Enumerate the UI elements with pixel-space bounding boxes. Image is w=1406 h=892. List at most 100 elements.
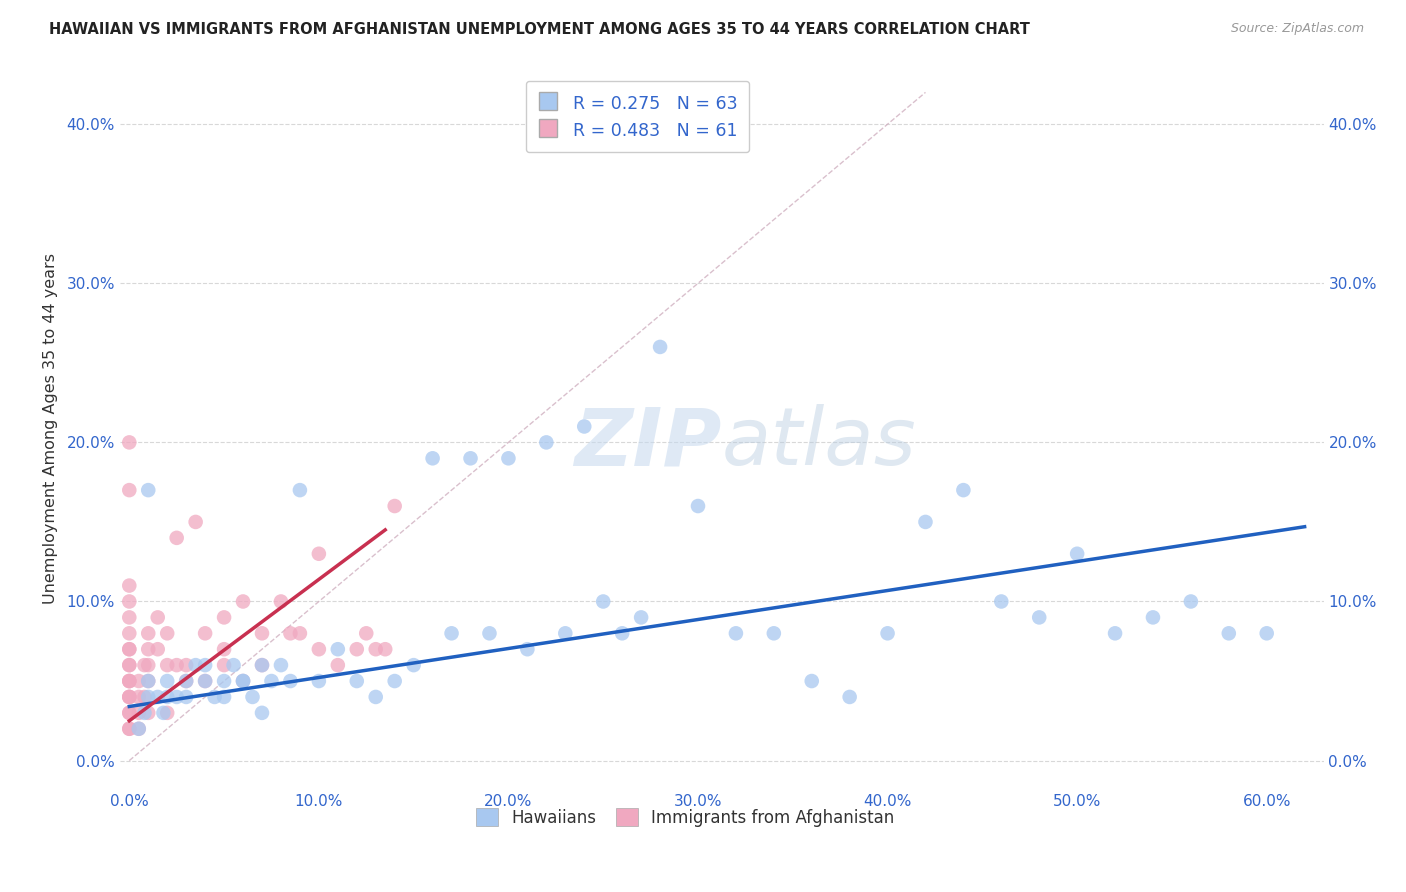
Point [194, 658, 217, 673]
Point [280, 673, 302, 688]
Point [354, 626, 377, 640]
Point [250, 658, 273, 673]
Point [118, 706, 141, 720]
Point [174, 673, 197, 688]
Point [194, 673, 217, 688]
Point [166, 531, 188, 545]
Point [876, 626, 898, 640]
Point [146, 690, 169, 704]
Point [516, 642, 538, 657]
Point [156, 706, 179, 720]
Point [212, 690, 235, 704]
Point [554, 626, 576, 640]
Point [648, 340, 671, 354]
Point [166, 690, 188, 704]
Point [762, 626, 785, 640]
Point [686, 499, 709, 513]
Point [460, 451, 482, 466]
Point [1218, 626, 1240, 640]
Point [118, 610, 141, 624]
Point [1142, 610, 1164, 624]
Point [118, 578, 141, 592]
Point [384, 499, 406, 513]
Text: ZIP: ZIP [574, 404, 721, 483]
Point [364, 642, 387, 657]
Point [118, 673, 141, 688]
Point [118, 483, 141, 497]
Point [212, 673, 235, 688]
Point [308, 547, 330, 561]
Point [146, 610, 169, 624]
Point [118, 594, 141, 608]
Point [174, 673, 197, 688]
Point [384, 673, 406, 688]
Point [212, 658, 235, 673]
Point [128, 690, 150, 704]
Text: atlas: atlas [721, 404, 917, 483]
Point [128, 706, 150, 720]
Point [204, 690, 226, 704]
Point [136, 673, 159, 688]
Point [128, 722, 150, 736]
Point [270, 594, 292, 608]
Point [232, 594, 254, 608]
Point [232, 673, 254, 688]
Point [118, 690, 141, 704]
Point [212, 610, 235, 624]
Point [402, 658, 425, 673]
Point [630, 610, 652, 624]
Point [134, 658, 156, 673]
Point [136, 690, 159, 704]
Text: Source: ZipAtlas.com: Source: ZipAtlas.com [1230, 22, 1364, 36]
Point [184, 515, 207, 529]
Point [118, 642, 141, 657]
Point [232, 673, 254, 688]
Point [118, 722, 141, 736]
Point [326, 642, 349, 657]
Point [156, 658, 179, 673]
Point [118, 673, 141, 688]
Point [128, 722, 150, 736]
Point [232, 673, 254, 688]
Point [194, 673, 217, 688]
Point [136, 658, 159, 673]
Point [194, 626, 217, 640]
Point [326, 658, 349, 673]
Point [166, 658, 188, 673]
Point [800, 673, 823, 688]
Point [478, 626, 501, 640]
Text: HAWAIIAN VS IMMIGRANTS FROM AFGHANISTAN UNEMPLOYMENT AMONG AGES 35 TO 44 YEARS C: HAWAIIAN VS IMMIGRANTS FROM AFGHANISTAN … [49, 22, 1031, 37]
Point [118, 658, 141, 673]
Point [136, 706, 159, 720]
Point [118, 642, 141, 657]
Point [118, 690, 141, 704]
Point [174, 658, 197, 673]
Point [174, 690, 197, 704]
Point [250, 658, 273, 673]
Point [128, 673, 150, 688]
Point [136, 626, 159, 640]
Point [118, 626, 141, 640]
Point [374, 642, 396, 657]
Point [574, 419, 596, 434]
Point [346, 673, 368, 688]
Point [136, 483, 159, 497]
Point [152, 706, 174, 720]
Point [250, 706, 273, 720]
Point [952, 483, 974, 497]
Point [118, 673, 141, 688]
Y-axis label: Unemployment Among Ages 35 to 44 years: Unemployment Among Ages 35 to 44 years [44, 253, 58, 605]
Point [288, 483, 311, 497]
Point [1256, 626, 1278, 640]
Point [134, 690, 156, 704]
Point [498, 451, 520, 466]
Point [136, 673, 159, 688]
Point [1066, 547, 1088, 561]
Point [1180, 594, 1202, 608]
Point [118, 435, 141, 450]
Point [156, 626, 179, 640]
Point [118, 658, 141, 673]
Point [308, 642, 330, 657]
Point [212, 642, 235, 657]
Point [1028, 610, 1050, 624]
